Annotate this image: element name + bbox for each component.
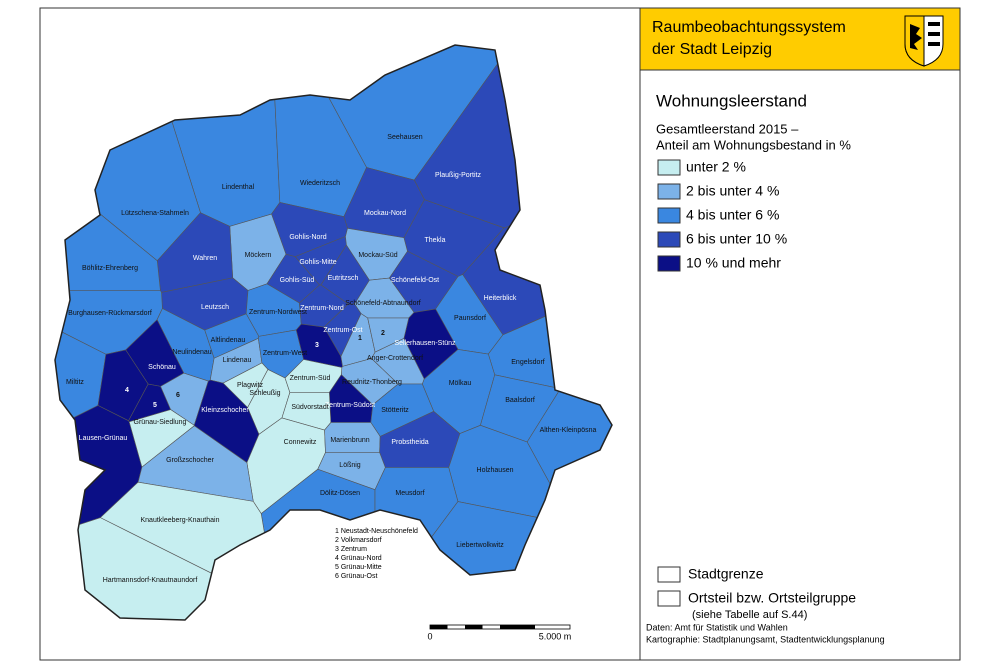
district-labels: Seehausen Plaußig-Portitz Lindenthal Wieder… xyxy=(66,134,596,584)
district-label: 5 xyxy=(153,402,157,409)
legend-label: unter 2 % xyxy=(686,159,746,175)
district-label: Reudnitz-Thonberg xyxy=(342,379,402,386)
district-label: Leutzsch xyxy=(201,304,229,311)
legend-label: Ortsteil bzw. Ortsteilgruppe xyxy=(688,590,856,606)
legend-title: Wohnungsleerstand xyxy=(656,91,807,110)
district-label: Engelsdorf xyxy=(511,359,545,366)
district-label: 2 xyxy=(381,330,385,337)
district-label: 6 xyxy=(176,392,180,399)
district-label: Althen-Kleinpösna xyxy=(540,427,597,434)
legend: unter 2 % 2 bis unter 4 % 4 bis unter 6 % 6… xyxy=(657,159,787,272)
legend-note: (siehe Tabelle auf S.44) xyxy=(692,609,807,621)
footnote: 6 Grünau-Ost xyxy=(335,573,377,580)
district-label: Eutritzsch xyxy=(328,275,359,282)
district-label: Wiederitzsch xyxy=(300,180,340,187)
district-label: Böhlitz-Ehrenberg xyxy=(82,265,138,272)
district-label: Marienbrunn xyxy=(330,437,369,444)
district-label: Lindenau xyxy=(223,357,252,364)
district-label: Paunsdorf xyxy=(454,315,486,322)
district-label: Lützschena-Stahmeln xyxy=(121,210,189,217)
district-label: Zentrum-Ost xyxy=(323,327,362,334)
credit: Kartographie: Stadtplanungsamt, Stadtent… xyxy=(646,634,885,644)
legend-label: 6 bis unter 10 % xyxy=(686,231,787,247)
scale-label: 0 xyxy=(427,631,432,641)
district-label: Connewitz xyxy=(284,439,317,446)
district-label: Gohlis-Süd xyxy=(280,277,315,284)
district-label: Mockau-Nord xyxy=(364,210,406,217)
legend-swatch xyxy=(657,231,681,248)
footnote: 1 Neustadt-Neuschönefeld xyxy=(335,528,418,535)
district-label: Plagwitz xyxy=(237,382,264,389)
footnotes: 1 Neustadt-Neuschönefeld 2 Volkmarsdorf 3 … xyxy=(335,528,418,580)
district-label: Heiterblick xyxy=(484,295,517,302)
district-label: Zentrum-Südost xyxy=(325,402,375,409)
legend-subtitle: Gesamtleerstand 2015 – xyxy=(656,121,799,136)
legend-label: 4 bis unter 6 % xyxy=(686,207,779,223)
district-label: Baalsdorf xyxy=(505,397,535,404)
district-label: Burghausen-Rückmarsdorf xyxy=(68,310,152,317)
district-label: Liebertwolkwitz xyxy=(456,542,504,549)
district-label: Sellerhausen-Stünz xyxy=(394,340,456,347)
legend-label: 2 bis unter 4 % xyxy=(686,183,779,199)
district-label: 3 xyxy=(315,342,319,349)
district-label: Stötteritz xyxy=(381,407,409,414)
district-label: Zentrum-West xyxy=(263,350,307,357)
district-label: Gohlis-Mitte xyxy=(299,259,336,266)
district-label: Miltitz xyxy=(66,379,84,386)
district-label: Schleußig xyxy=(249,390,280,397)
district-label: Schönefeld-Ost xyxy=(391,277,439,284)
legend-swatch xyxy=(657,183,681,200)
district-label: Grünau-Siedlung xyxy=(134,419,187,426)
district-label: Großzschocher xyxy=(166,457,215,464)
district-label: Anger-Crottendorf xyxy=(367,355,423,362)
district-label: 1 xyxy=(358,335,362,342)
district-label: Wahren xyxy=(193,255,217,262)
district-label: Plaußig-Portitz xyxy=(435,172,481,179)
coat-of-arms xyxy=(904,15,944,67)
district-label: Knautkleeberg-Knauthain xyxy=(140,517,219,524)
scale-bar xyxy=(429,624,571,630)
header-title: Raumbeobachtungssystem xyxy=(652,19,846,36)
district-label: Schönefeld-Abtnaundorf xyxy=(345,300,421,307)
district-label: Zentrum-Nord xyxy=(300,305,344,312)
legend-label: 10 % und mehr xyxy=(686,255,781,271)
legend-swatch xyxy=(657,255,681,272)
district-label: Holzhausen xyxy=(477,467,514,474)
district-label: Südvorstadt xyxy=(291,404,328,411)
legend-swatch xyxy=(657,207,681,224)
legend-swatch xyxy=(657,566,681,583)
district-label: Gohlis-Nord xyxy=(289,234,326,241)
footnote: 4 Grünau-Nord xyxy=(335,555,382,562)
district-label: Kleinzschocher xyxy=(201,407,249,414)
district-label: Probstheida xyxy=(391,439,428,446)
district-label: Mölkau xyxy=(449,380,472,387)
district-label: Lößnig xyxy=(339,462,361,469)
district-label: Dölitz-Dösen xyxy=(320,490,360,497)
footnote: 5 Grünau-Mitte xyxy=(335,564,382,571)
credit: Daten: Amt für Statistik und Wahlen xyxy=(646,622,788,632)
legend-label: Stadtgrenze xyxy=(688,566,764,582)
district-label: Lindenthal xyxy=(222,184,255,191)
header-title: der Stadt Leipzig xyxy=(652,41,772,58)
district-label: Schönau xyxy=(148,364,176,371)
district-label: Meusdorf xyxy=(395,490,424,497)
footnote: 3 Zentrum xyxy=(335,546,367,553)
footnote: 2 Volkmarsdorf xyxy=(335,537,382,544)
district-label: Altlindenau xyxy=(211,337,246,344)
district-label: Zentrum-Süd xyxy=(290,375,331,382)
legend-subtitle: Anteil am Wohnungsbestand in % xyxy=(656,137,851,152)
legend-swatch xyxy=(657,159,681,176)
district-label: Thekla xyxy=(424,237,445,244)
district-label: Lausen-Grünau xyxy=(79,435,128,442)
district-label: Mockau-Süd xyxy=(358,252,397,259)
district-label: 4 xyxy=(125,387,129,394)
district-label: Zentrum-Nordwest xyxy=(249,309,307,316)
district-label: Hartmannsdorf-Knautnaundorf xyxy=(103,577,198,584)
legend-swatch xyxy=(657,590,681,607)
district-label: Möckern xyxy=(245,252,272,259)
scale-label: 5.000 m xyxy=(539,631,572,641)
district-label: Seehausen xyxy=(387,134,423,141)
district-label: Neulindenau xyxy=(172,349,211,356)
